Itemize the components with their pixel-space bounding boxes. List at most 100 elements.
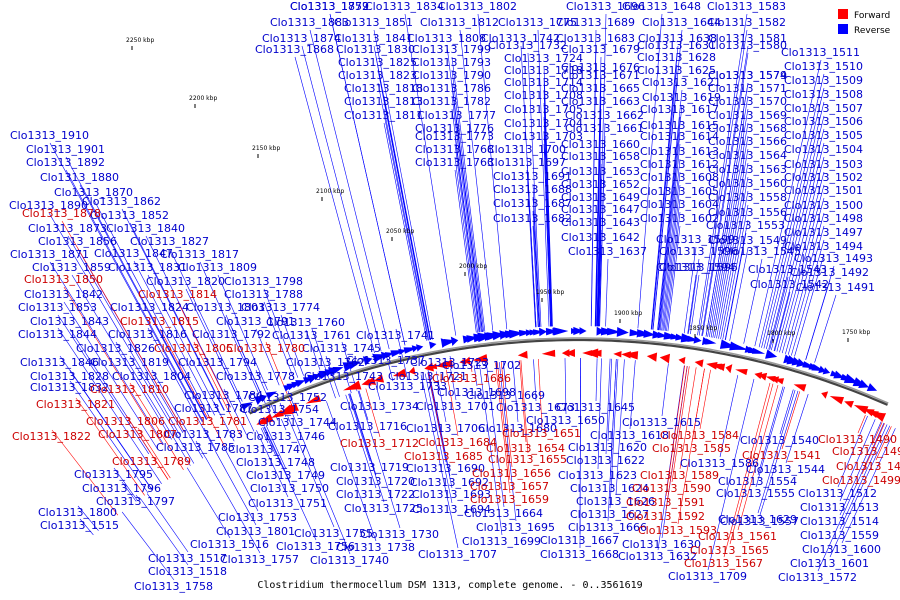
leader-line xyxy=(663,184,681,331)
reverse-gene-arrow xyxy=(428,341,437,349)
leader-line xyxy=(763,101,825,349)
gene-label: Clo1313_1733 xyxy=(368,380,447,393)
leader-line xyxy=(720,190,749,340)
gene-label: Clo1313_1568 xyxy=(708,122,787,135)
gene-label: Clo1313_1789 xyxy=(112,455,191,468)
leader-line xyxy=(305,329,321,370)
gene-label: Clo1313_1648 xyxy=(622,0,701,13)
gene-label: Clo1313_1680 xyxy=(478,422,557,435)
gene-label: Clo1313_1781 xyxy=(168,415,247,428)
forward-gene-arrow xyxy=(821,391,829,399)
gene-label: Clo1313_1737 xyxy=(346,354,425,367)
leader-line xyxy=(495,362,511,494)
gene-label: Clo1313_1716 xyxy=(328,420,407,433)
gene-label: Clo1313_1699 xyxy=(462,535,541,548)
gene-label: Clo1313_1615 xyxy=(640,119,719,132)
gene-label: Clo1313_1703 xyxy=(504,130,583,143)
leader-line xyxy=(839,424,888,530)
leader-line xyxy=(665,365,688,511)
kbp-ticks: 2250 kbp 2200 kbp 2150 kbp 2100 kbp 2050 kbp… xyxy=(126,37,870,343)
leader-line xyxy=(837,415,868,488)
gene-label: Clo1313_1796 xyxy=(82,482,161,495)
gene-label: Clo1313_1786 xyxy=(412,82,491,95)
gene-label: Clo1313_1831 xyxy=(108,261,187,274)
leader-line xyxy=(121,208,225,411)
leader-line xyxy=(217,274,268,391)
gene-label: Clo1313_1780 xyxy=(226,342,305,355)
leader-line xyxy=(451,56,486,332)
gene-label: Clo1313_1657 xyxy=(470,480,549,493)
leader-line xyxy=(77,505,99,531)
gene-label: Clo1313_1695 xyxy=(476,521,555,534)
gene-label: Clo1313_1823 xyxy=(338,69,417,82)
forward-gene-arrow xyxy=(853,405,869,415)
leader-line xyxy=(383,122,428,341)
gene-label: Clo1313_1497 xyxy=(784,226,863,239)
forward-gene-arrow xyxy=(365,376,377,385)
gene-label: Clo1313_1595 xyxy=(659,261,738,274)
gene-label: Clo1313_1518 xyxy=(148,565,227,578)
leader-line xyxy=(301,45,382,352)
leader-line xyxy=(223,388,247,436)
gene-label: Clo1313_1723 xyxy=(410,356,489,369)
leader-line xyxy=(383,95,431,341)
leader-line xyxy=(543,65,553,327)
gene-label: Clo1313_1517 xyxy=(148,552,227,565)
leader-line xyxy=(757,389,796,514)
gene-label: Clo1313_1506 xyxy=(784,115,863,128)
leader-line xyxy=(177,301,231,408)
reverse-gene-arrow xyxy=(348,361,362,370)
gene-label: Clo1313_1724 xyxy=(504,52,583,65)
gene-label: Clo1313_1560 xyxy=(708,177,787,190)
leader-line xyxy=(519,360,527,443)
leader-line xyxy=(597,216,602,327)
leader-line xyxy=(650,52,678,330)
gene-label: Clo1313_1579 xyxy=(708,69,787,82)
gene-label: Clo1313_1841 xyxy=(334,32,413,45)
gene-label: Clo1313_1618 xyxy=(590,429,669,442)
forward-gene-arrow xyxy=(646,352,658,362)
gene-label: Clo1313_1878 xyxy=(22,207,101,220)
gene-label: Clo1313_1880 xyxy=(40,171,119,184)
gene-label: Clo1313_1582 xyxy=(707,16,786,29)
gene-label: Clo1313_1760 xyxy=(266,316,345,329)
gene-label: Clo1313_1623 xyxy=(558,469,637,482)
leader-line xyxy=(785,394,809,464)
gene-label: Clo1313_1570 xyxy=(708,95,787,108)
gene-arrows xyxy=(241,326,887,425)
gene-label: Clo1313_1785 xyxy=(156,441,235,454)
gene-label: Clo1313_1627 xyxy=(570,508,649,521)
leader-line xyxy=(657,89,683,331)
leader-line xyxy=(651,64,678,330)
gene-label: Clo1313_1740 xyxy=(310,554,389,567)
reverse-gene-arrow xyxy=(539,327,548,337)
reverse-gene-arrow xyxy=(866,383,878,392)
gene-label: Clo1313_1512 xyxy=(798,487,877,500)
leader-lines xyxy=(48,13,896,581)
gene-label: Clo1313_1594 xyxy=(656,261,735,274)
reverse-gene-arrow xyxy=(265,391,278,399)
gene-label: Clo1313_1859 xyxy=(32,261,111,274)
gene-label: Clo1313_1800 xyxy=(38,506,117,519)
gene-label: Clo1313_1840 xyxy=(106,222,185,235)
gene-label: Clo1313_1734 xyxy=(340,400,419,413)
gene-label: Clo1313_1632 xyxy=(618,550,697,563)
leader-line xyxy=(49,142,203,423)
gene-label: Clo1313_1698 xyxy=(437,386,516,399)
reverse-gene-arrow xyxy=(822,367,831,375)
leader-line xyxy=(729,247,749,341)
leader-line xyxy=(597,204,602,327)
leader-line xyxy=(309,29,390,350)
leader-line xyxy=(264,426,291,483)
gene-label: Clo1313_1669 xyxy=(466,389,545,402)
gene-label: Clo1313_1705 xyxy=(504,103,583,116)
leader-line xyxy=(115,341,191,466)
forward-gene-arrow xyxy=(622,351,639,360)
gene-label: Clo1313_1663 xyxy=(561,95,640,108)
genome-ring xyxy=(248,337,889,415)
tick-label: 1850 kbp xyxy=(689,325,717,332)
gene-label: Clo1313_1834 xyxy=(365,0,444,13)
leader-line xyxy=(451,95,482,333)
legend-reverse-swatch xyxy=(838,24,848,34)
gene-label: Clo1313_1815 xyxy=(120,315,199,328)
